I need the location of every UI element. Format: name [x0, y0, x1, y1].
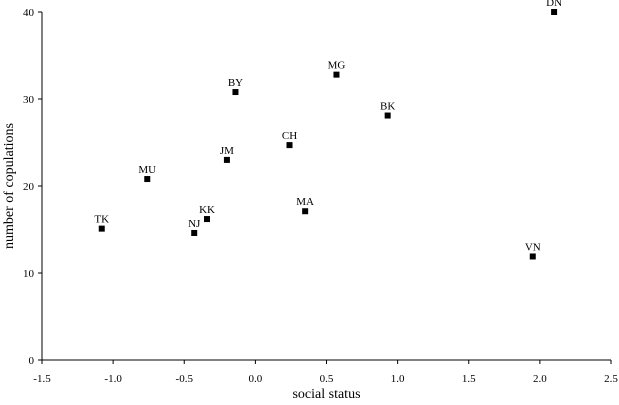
point-label-bk: BK	[380, 101, 395, 113]
data-points	[98, 9, 558, 260]
data-point-ma	[302, 208, 309, 215]
x-tick-label: -1.0	[104, 373, 122, 385]
point-label-mu: MU	[138, 164, 156, 176]
data-point-jm	[223, 156, 230, 163]
x-tick-label: 2.0	[533, 373, 547, 385]
point-label-nj: NJ	[188, 218, 201, 230]
y-tick-label: 10	[23, 268, 35, 280]
y-tick-label: 30	[23, 94, 35, 106]
point-label-mg: MG	[328, 60, 346, 72]
point-label-vn: VN	[525, 241, 541, 253]
data-point-tk	[98, 225, 105, 232]
y-tick-label: 40	[23, 7, 35, 19]
y-tick-label: 20	[23, 181, 35, 193]
x-tick-label: 1.5	[462, 373, 476, 385]
x-tick-label: -1.5	[33, 373, 51, 385]
point-label-tk: TK	[94, 214, 109, 226]
y-tick-label: 0	[29, 355, 35, 367]
data-point-ch	[286, 142, 293, 149]
x-axis-title: social status	[292, 387, 360, 402]
point-label-dn: DN	[546, 0, 562, 9]
y-axis-title: number of copulations	[2, 123, 17, 249]
point-labels: DN MG BY BK CH JM MU MA KK NJ TK VN	[94, 0, 562, 253]
data-point-kk	[204, 216, 211, 223]
x-tick-label: 0.0	[249, 373, 263, 385]
point-label-ch: CH	[282, 130, 297, 142]
x-tick-label: -0.5	[176, 373, 194, 385]
data-point-nj	[191, 229, 198, 236]
point-label-ma: MA	[296, 196, 314, 208]
axes	[41, 12, 611, 361]
point-label-jm: JM	[220, 145, 234, 157]
ticks: -1.5 -1.0 -0.5 0.0 0.5 1.0 1.5 2.0 2.5 0 10 20 30 40	[23, 7, 618, 385]
data-point-vn	[529, 253, 536, 260]
data-point-mg	[333, 71, 340, 78]
data-point-by	[232, 89, 239, 96]
data-point-dn	[551, 9, 558, 15]
x-tick-label: 2.5	[604, 373, 618, 385]
x-tick-label: 1.0	[391, 373, 405, 385]
point-label-by: BY	[228, 77, 243, 89]
point-label-kk: KK	[199, 204, 215, 216]
data-point-mu	[144, 176, 151, 183]
data-point-bk	[384, 112, 391, 119]
x-tick-label: 0.5	[320, 373, 334, 385]
